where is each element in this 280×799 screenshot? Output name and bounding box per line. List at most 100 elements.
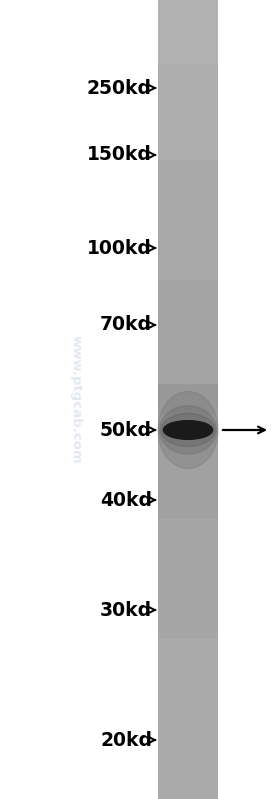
Bar	[158, 85, 218, 88]
Bar	[158, 565, 218, 567]
Bar	[158, 22, 218, 24]
Bar	[158, 783, 218, 785]
Bar	[158, 50, 218, 54]
Bar	[158, 88, 218, 90]
Bar	[158, 181, 218, 184]
Bar	[158, 40, 218, 42]
Bar	[158, 629, 218, 631]
Bar	[158, 685, 218, 687]
Bar	[158, 162, 218, 165]
Bar	[158, 554, 218, 557]
Bar	[158, 242, 218, 245]
Bar	[158, 487, 218, 490]
Bar	[158, 258, 218, 261]
Bar	[158, 543, 218, 546]
Bar	[158, 248, 218, 250]
Bar	[158, 301, 218, 304]
Bar	[158, 320, 218, 322]
Text: 150kd: 150kd	[87, 145, 152, 165]
Bar	[158, 389, 218, 392]
Bar	[158, 757, 218, 759]
Bar	[158, 405, 218, 407]
Bar	[158, 120, 218, 122]
Bar	[158, 610, 218, 613]
Bar	[158, 479, 218, 482]
Bar	[158, 189, 218, 192]
Bar	[158, 658, 218, 661]
Bar	[158, 290, 218, 293]
Bar	[158, 192, 218, 194]
Bar	[158, 48, 218, 50]
Bar	[158, 34, 218, 38]
Text: 40kd: 40kd	[100, 491, 152, 510]
Bar	[158, 559, 218, 562]
Bar	[158, 591, 218, 594]
Bar	[158, 749, 218, 751]
Bar	[158, 269, 218, 272]
Bar	[158, 605, 218, 607]
Bar	[158, 437, 218, 439]
Bar	[158, 400, 218, 402]
Bar	[158, 234, 218, 237]
Bar	[158, 721, 218, 725]
Bar	[158, 639, 218, 642]
Bar	[158, 506, 218, 509]
Bar	[158, 647, 218, 650]
Bar	[158, 373, 218, 376]
Bar	[158, 56, 218, 58]
Bar	[158, 695, 218, 698]
Bar	[158, 384, 218, 386]
Bar	[158, 125, 218, 128]
Bar	[158, 80, 218, 82]
Bar	[158, 133, 218, 136]
Bar	[158, 759, 218, 761]
Bar	[158, 18, 218, 22]
Bar	[158, 325, 218, 328]
Bar	[158, 745, 218, 749]
Bar	[158, 490, 218, 493]
Bar	[158, 471, 218, 474]
Bar	[158, 501, 218, 503]
Bar	[158, 538, 218, 541]
Bar	[158, 706, 218, 709]
Bar	[158, 642, 218, 645]
Bar	[158, 767, 218, 769]
Bar	[158, 66, 218, 70]
Bar	[158, 354, 218, 357]
Bar	[158, 477, 218, 479]
Bar	[158, 693, 218, 695]
Bar	[158, 455, 218, 458]
Bar	[158, 349, 218, 352]
Bar	[158, 352, 218, 354]
Bar	[158, 426, 218, 429]
Bar	[158, 421, 218, 423]
Bar	[158, 240, 218, 242]
Bar	[158, 122, 218, 125]
Bar	[158, 519, 218, 522]
Bar	[158, 618, 218, 621]
Bar	[158, 785, 218, 789]
Bar	[158, 194, 218, 197]
Bar	[158, 450, 218, 453]
Bar	[158, 154, 218, 157]
Bar	[158, 72, 218, 74]
Bar	[158, 679, 218, 682]
Bar	[158, 309, 218, 312]
Bar	[158, 317, 218, 320]
Bar	[158, 773, 218, 775]
Bar	[158, 293, 218, 296]
Bar	[158, 2, 218, 6]
Bar	[158, 10, 218, 14]
Bar	[158, 530, 218, 533]
Bar	[158, 729, 218, 733]
Bar	[158, 338, 218, 341]
Bar	[158, 682, 218, 685]
Bar	[158, 202, 218, 205]
Bar	[158, 218, 218, 221]
Bar	[158, 394, 218, 397]
Bar	[158, 777, 218, 781]
Bar	[158, 200, 218, 202]
Bar	[158, 146, 218, 149]
Bar	[158, 8, 218, 10]
Bar	[158, 112, 218, 114]
